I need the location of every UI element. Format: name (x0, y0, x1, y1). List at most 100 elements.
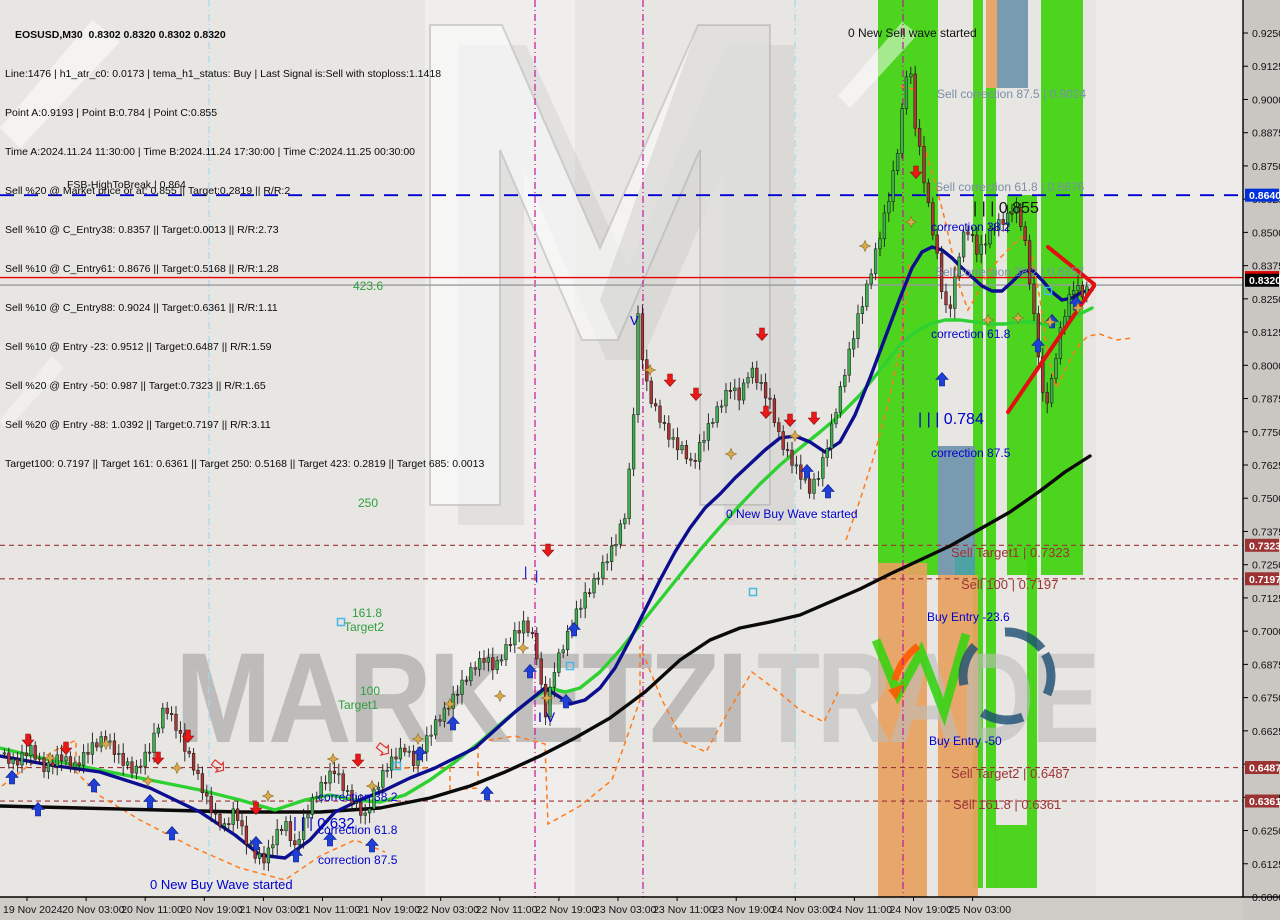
candle-down (737, 387, 741, 401)
candle-up (29, 745, 33, 756)
candle-up (821, 457, 825, 479)
candle-down (926, 182, 931, 204)
candle-up (11, 758, 15, 764)
candle-down (763, 382, 768, 399)
price-tick-label: 0.9125 (1252, 61, 1280, 73)
candle-up (697, 442, 702, 462)
candle-up (548, 686, 552, 718)
candle-up (495, 660, 499, 671)
candle-up (108, 740, 112, 743)
chart-annotation: Target1 (338, 698, 378, 712)
candle-up (979, 244, 983, 255)
zone-band-green (995, 825, 1037, 888)
candle-down (473, 667, 477, 670)
candle-up (552, 672, 557, 688)
candle-up (631, 414, 636, 470)
candle-down (262, 852, 266, 864)
candle-down (807, 478, 812, 494)
red-trendline[interactable] (1046, 245, 1096, 286)
buy-arrow-icon (1031, 338, 1045, 353)
candle-down (1036, 313, 1041, 358)
sell-arrow-icon (783, 413, 797, 427)
star-marker-icon (43, 751, 57, 765)
time-tick-label: 24 Nov 11:00 (830, 904, 892, 916)
candle-up (376, 786, 381, 790)
time-tick-label: 22 Nov 03:00 (417, 904, 480, 916)
candle-down (653, 403, 658, 407)
candle-up (1049, 377, 1054, 404)
candle-down (464, 679, 469, 682)
chart-annotation: 423.6 (353, 279, 383, 293)
chart-annotation: Sell Target1 | 0.7323 (951, 545, 1070, 560)
star-marker-icon (904, 215, 918, 229)
buy-arrow-icon (413, 746, 427, 761)
fsb-high-to-break-label[interactable]: FSB-HighToBreak | 0.864 (67, 179, 186, 191)
candle-up (803, 478, 807, 481)
candle-up (117, 753, 121, 755)
time-axis[interactable] (0, 897, 1243, 920)
price-highlight-text: 0.8640 (1249, 190, 1280, 202)
chart-annotation: Target2 (344, 620, 384, 634)
candle-down (755, 367, 759, 383)
chart-annotation: 0 New Buy Wave started (150, 877, 293, 892)
star-marker-icon (540, 691, 554, 705)
candle-down (147, 751, 152, 754)
zone-band-green (986, 88, 996, 888)
chart-annotation: | (535, 568, 538, 583)
price-highlight-label (1245, 794, 1279, 808)
candle-down (966, 231, 970, 235)
candle-down (139, 765, 143, 768)
candle-up (829, 423, 834, 449)
sell-arrow-icon (21, 733, 35, 747)
candle-up (156, 727, 161, 734)
candle-down (1023, 226, 1027, 241)
candle-down (913, 73, 917, 129)
candle-down (482, 658, 486, 663)
candle-down (130, 761, 134, 774)
chart-annotation: Sell correction 61.8 | 0.8676 (935, 180, 1085, 194)
candle-up (816, 478, 821, 480)
buy-arrow-icon (31, 802, 45, 817)
star-marker-icon (443, 697, 457, 711)
star-marker-icon (1071, 301, 1085, 315)
candle-up (37, 757, 42, 760)
candle-down (935, 234, 939, 254)
zone-band-steel (938, 446, 975, 575)
candle-up (143, 751, 147, 767)
time-tick-label: 21 Nov 03:00 (239, 904, 302, 916)
buy-arrow-icon (523, 664, 537, 679)
candle-up (337, 773, 341, 776)
time-tick-label: 23 Nov 03:00 (594, 904, 657, 916)
star-marker-icon (516, 641, 530, 655)
candle-up (724, 390, 728, 407)
candle-down (1027, 240, 1032, 285)
info-line: Sell %10 @ Entry -23: 0.9512 || Target:0… (5, 341, 272, 353)
candle-up (46, 762, 51, 772)
bg-light-column (1096, 0, 1243, 897)
psar-stop-line (899, 85, 1133, 391)
light-streak (0, 20, 120, 148)
candle-up (425, 735, 429, 753)
candle-up (152, 732, 156, 753)
candle-up (609, 545, 614, 562)
info-line: Sell %20 @ Market price or at: 0.855 || … (5, 185, 291, 197)
square-marker-icon (392, 761, 402, 771)
candle-down (772, 398, 777, 423)
star-marker-icon (99, 737, 113, 751)
time-tick-label: 23 Nov 19:00 (712, 904, 775, 916)
candle-down (42, 757, 46, 772)
candle-up (711, 422, 715, 424)
candle-down (1041, 356, 1045, 393)
chart-annotation: 250 (358, 496, 378, 510)
candle-down (587, 592, 592, 595)
price-tick-label: 0.7125 (1252, 593, 1280, 605)
candle-up (794, 464, 799, 467)
zone-band-green (1027, 545, 1037, 825)
candle-down (728, 390, 733, 392)
candle-up (618, 523, 623, 545)
zone-band-green (1007, 195, 1037, 575)
chart-annotation: Buy Entry -23.6 (927, 610, 1010, 624)
